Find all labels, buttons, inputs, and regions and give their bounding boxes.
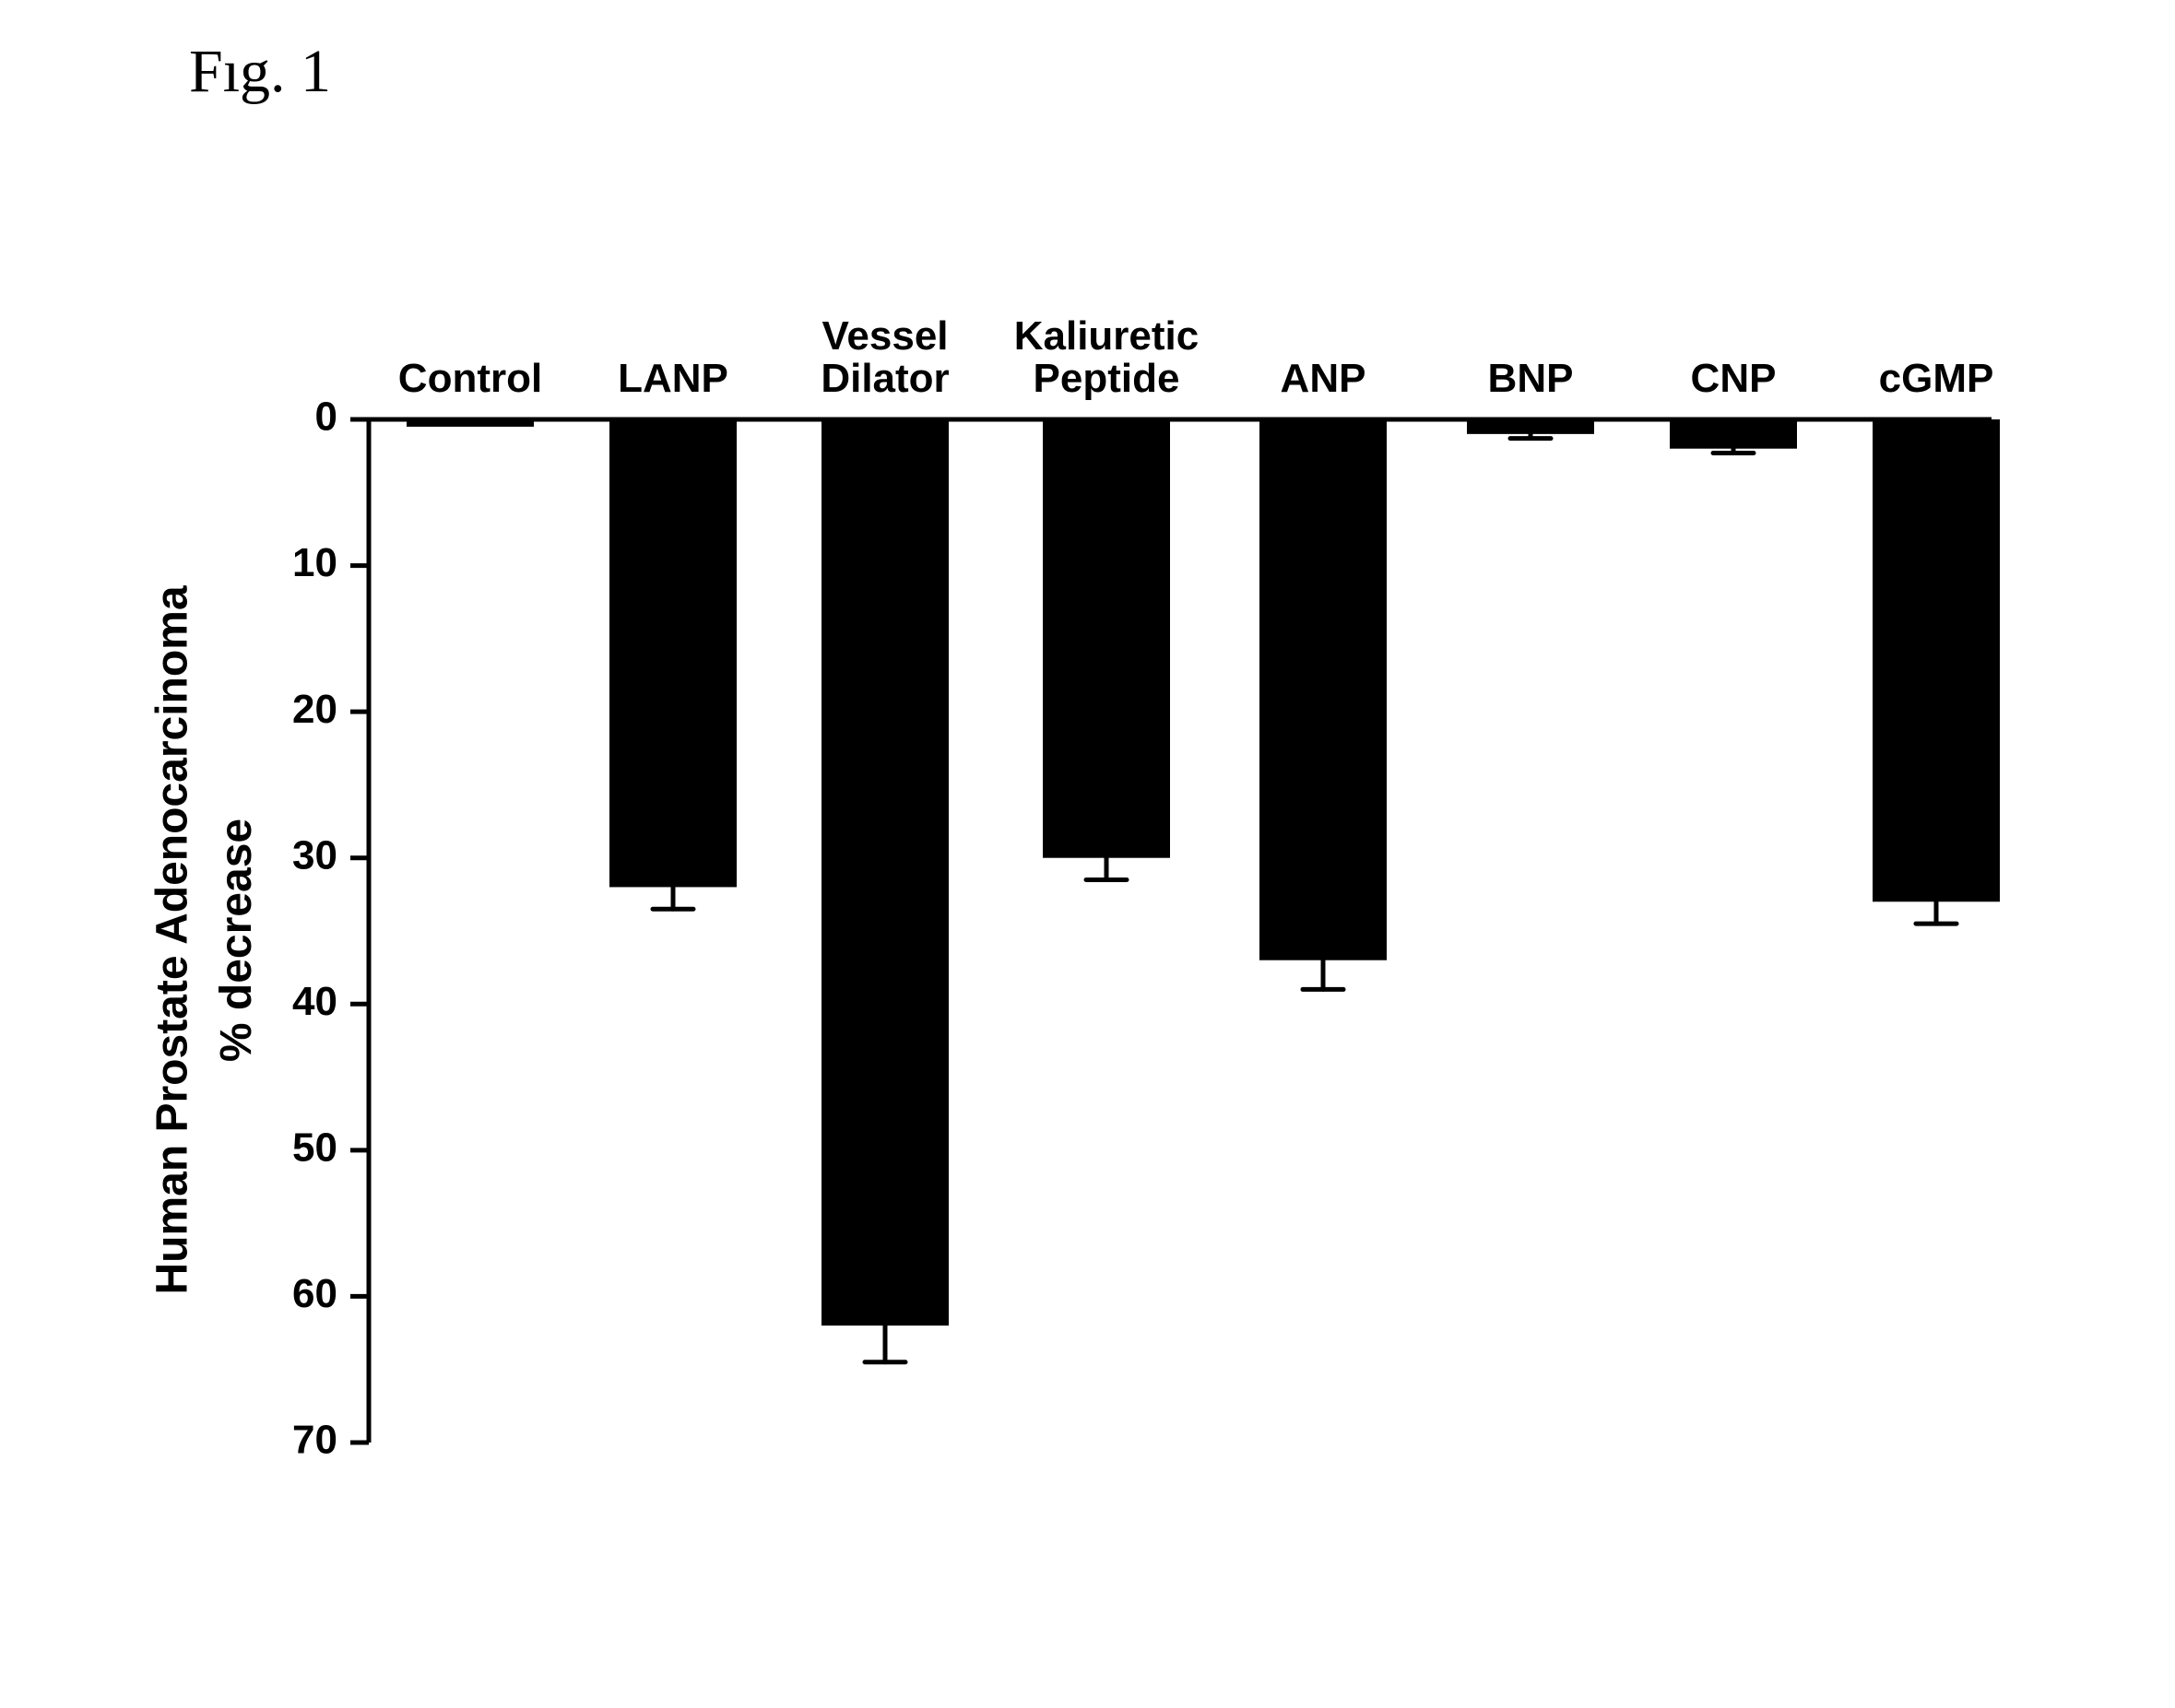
category-label: ANP bbox=[1281, 356, 1366, 401]
svg-text:Human Prostate Adenocarcinoma: Human Prostate Adenocarcinoma bbox=[148, 585, 196, 1294]
bar bbox=[609, 419, 737, 887]
bar bbox=[1043, 419, 1170, 858]
page: Fıg. 1 Control LANP VesselDilator Kaliureti… bbox=[0, 0, 2175, 1708]
category-label: Peptide bbox=[1034, 356, 1180, 401]
category-label: CNP bbox=[1691, 356, 1777, 401]
y-tick-label: 10 bbox=[292, 540, 337, 585]
category-label: Vessel bbox=[822, 313, 948, 359]
bar bbox=[822, 419, 949, 1325]
category-label: LANP bbox=[618, 356, 728, 401]
category-label: Control bbox=[398, 356, 542, 401]
svg-text:% decrease: % decrease bbox=[212, 819, 261, 1062]
category-label: cGMP bbox=[1879, 356, 1994, 401]
figure-title: Fıg. 1 bbox=[189, 37, 331, 107]
y-tick-label: 30 bbox=[292, 832, 337, 878]
bar bbox=[1873, 419, 2000, 901]
y-tick-label: 40 bbox=[292, 979, 337, 1024]
y-tick-label: 50 bbox=[292, 1125, 337, 1170]
bar-chart-svg: Control LANP VesselDilator KaliureticPeptid… bbox=[148, 240, 2028, 1549]
y-tick-label: 20 bbox=[292, 687, 337, 732]
category-label: Kaliuretic bbox=[1014, 313, 1200, 359]
bar bbox=[1670, 419, 1797, 449]
bar-chart: Control LANP VesselDilator KaliureticPeptid… bbox=[148, 240, 2028, 1549]
y-tick-label: 70 bbox=[292, 1418, 337, 1463]
category-label: BNP bbox=[1488, 356, 1574, 401]
category-label: Dilator bbox=[821, 356, 949, 401]
y-tick-label: 0 bbox=[315, 395, 337, 440]
bar bbox=[1259, 419, 1387, 960]
y-tick-label: 60 bbox=[292, 1271, 337, 1316]
